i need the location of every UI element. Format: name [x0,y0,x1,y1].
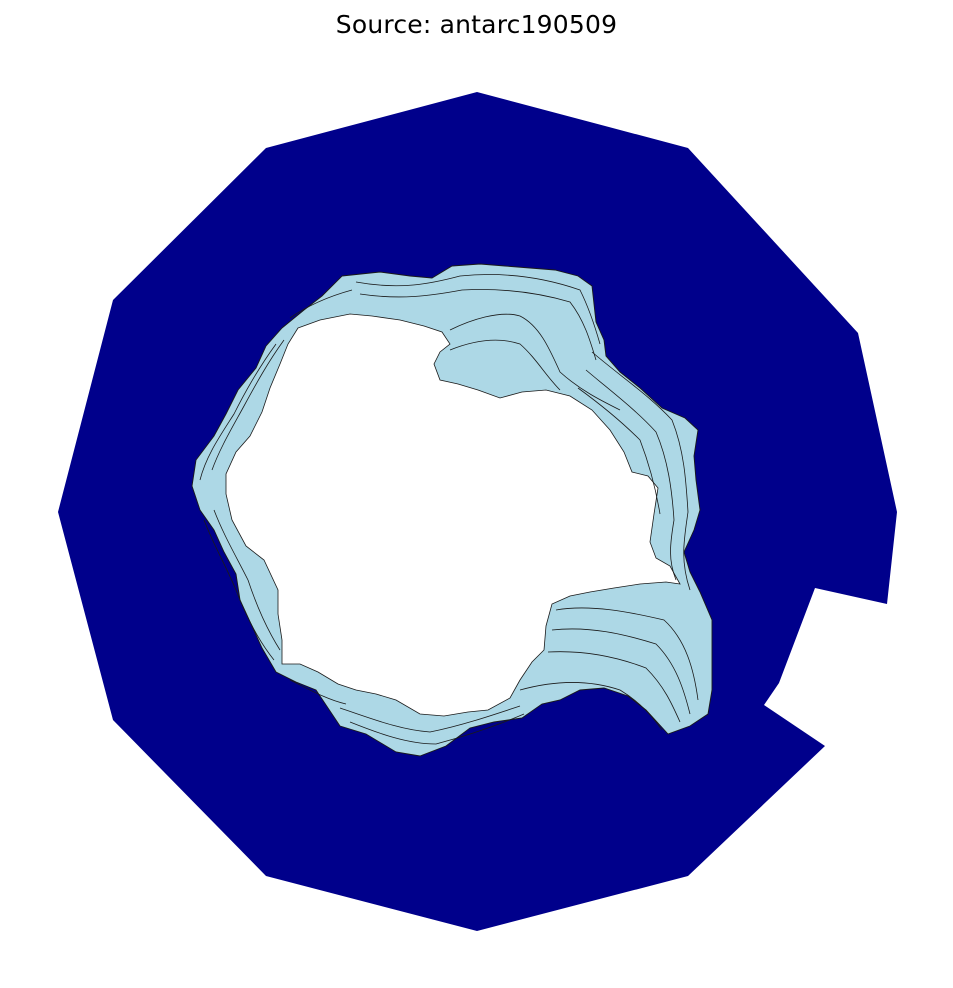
contour-line [359,289,597,361]
contour-line [211,339,285,471]
contour-line [519,682,663,731]
contour-line [289,289,353,319]
contour-line [213,509,281,651]
contour-line [199,343,277,481]
contour-line [547,651,681,723]
contour-line [339,705,521,733]
contour-line [349,713,525,745]
antarctica-land [225,313,681,717]
contour-line [555,607,699,701]
contour-line [289,679,347,705]
contour-line [449,339,561,391]
contour-line [551,628,691,715]
contour-line [203,519,275,661]
contour-line [585,369,677,581]
contour-line [355,274,601,345]
ice-contours [199,274,699,745]
contour-line [577,387,661,515]
map-title: Source: antarc190509 [335,10,618,39]
contour-line [449,313,621,411]
contour-line [591,351,691,591]
